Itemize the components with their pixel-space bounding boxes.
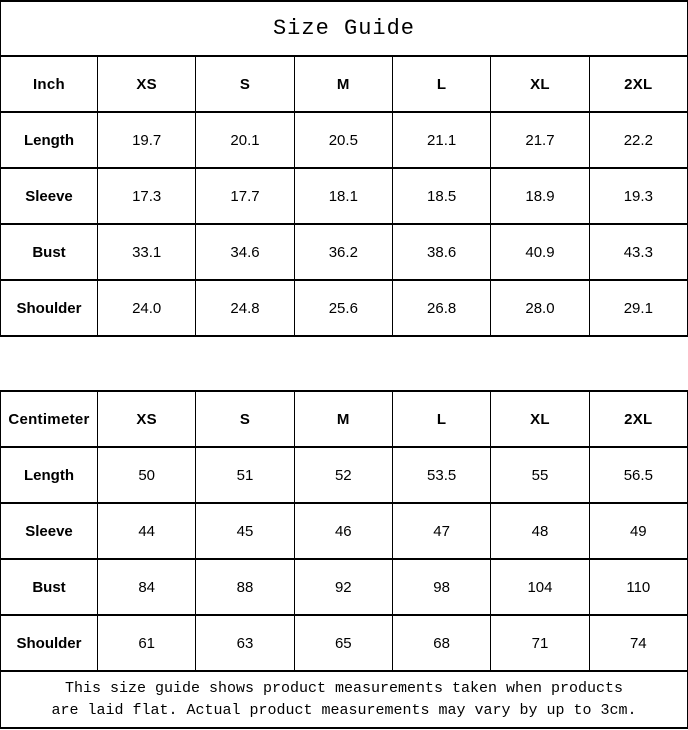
footer-cell: This size guide shows product measuremen…	[0, 670, 688, 729]
column-header-l: L	[391, 390, 492, 448]
column-header-s: S	[195, 390, 295, 448]
row-label-cell: Length	[0, 446, 98, 504]
column-header-m: M	[293, 390, 393, 448]
size-value-cell: 48	[490, 502, 590, 560]
footer-row: This size guide shows product measuremen…	[0, 670, 688, 729]
table-row-bust: Bust 33.1 34.6 36.2 38.6 40.9 43.3	[0, 223, 688, 281]
column-header-2xl: 2XL	[588, 390, 688, 448]
size-value-cell: 21.1	[391, 111, 492, 169]
size-value-cell: 52	[293, 446, 393, 504]
size-value-cell: 28.0	[490, 279, 590, 337]
row-label-cell: Shoulder	[0, 614, 98, 672]
size-value-cell: 36.2	[293, 223, 393, 281]
column-header-xs: XS	[96, 55, 197, 113]
inch-header-row: Inch XS S M L XL 2XL	[0, 55, 688, 113]
title-row: Size Guide	[0, 0, 688, 57]
size-value-cell: 20.5	[293, 111, 393, 169]
footer-note: This size guide shows product measuremen…	[51, 679, 637, 719]
table-gap	[0, 337, 688, 390]
centimeter-size-table: Centimeter XS S M L XL 2XL Length 50 51 …	[0, 390, 688, 729]
row-label-cell: Sleeve	[0, 167, 98, 225]
size-value-cell: 20.1	[195, 111, 295, 169]
size-value-cell: 24.8	[195, 279, 295, 337]
size-value-cell: 49	[588, 502, 688, 560]
size-value-cell: 18.1	[293, 167, 393, 225]
size-value-cell: 51	[195, 446, 295, 504]
unit-header-cell: Inch	[0, 55, 98, 113]
size-value-cell: 46	[293, 502, 393, 560]
size-value-cell: 68	[391, 614, 492, 672]
size-value-cell: 19.3	[588, 167, 688, 225]
table-row-sleeve: Sleeve 17.3 17.7 18.1 18.5 18.9 19.3	[0, 167, 688, 225]
size-value-cell: 40.9	[490, 223, 590, 281]
size-value-cell: 110	[588, 558, 688, 616]
unit-header-cell: Centimeter	[0, 390, 98, 448]
size-value-cell: 34.6	[195, 223, 295, 281]
size-value-cell: 74	[588, 614, 688, 672]
size-value-cell: 22.2	[588, 111, 688, 169]
size-value-cell: 98	[391, 558, 492, 616]
table-row-sleeve: Sleeve 44 45 46 47 48 49	[0, 502, 688, 560]
column-header-2xl: 2XL	[588, 55, 688, 113]
row-label-cell: Bust	[0, 558, 98, 616]
size-value-cell: 21.7	[490, 111, 590, 169]
size-value-cell: 84	[96, 558, 197, 616]
inch-size-table: Size Guide Inch XS S M L XL 2XL Length 1…	[0, 0, 688, 337]
table-row-length: Length 50 51 52 53.5 55 56.5	[0, 446, 688, 504]
table-row-shoulder: Shoulder 61 63 65 68 71 74	[0, 614, 688, 672]
size-value-cell: 88	[195, 558, 295, 616]
size-value-cell: 26.8	[391, 279, 492, 337]
size-value-cell: 18.5	[391, 167, 492, 225]
size-value-cell: 71	[490, 614, 590, 672]
table-row-length: Length 19.7 20.1 20.5 21.1 21.7 22.2	[0, 111, 688, 169]
page-title: Size Guide	[0, 0, 688, 57]
size-value-cell: 45	[195, 502, 295, 560]
row-label-cell: Sleeve	[0, 502, 98, 560]
row-label-cell: Shoulder	[0, 279, 98, 337]
row-label-cell: Length	[0, 111, 98, 169]
column-header-s: S	[195, 55, 295, 113]
size-value-cell: 24.0	[96, 279, 197, 337]
column-header-m: M	[293, 55, 393, 113]
size-value-cell: 19.7	[96, 111, 197, 169]
size-value-cell: 104	[490, 558, 590, 616]
size-value-cell: 47	[391, 502, 492, 560]
size-value-cell: 43.3	[588, 223, 688, 281]
size-value-cell: 63	[195, 614, 295, 672]
size-value-cell: 50	[96, 446, 197, 504]
size-value-cell: 18.9	[490, 167, 590, 225]
size-value-cell: 33.1	[96, 223, 197, 281]
size-value-cell: 92	[293, 558, 393, 616]
size-value-cell: 65	[293, 614, 393, 672]
centimeter-header-row: Centimeter XS S M L XL 2XL	[0, 390, 688, 448]
size-value-cell: 53.5	[391, 446, 492, 504]
column-header-l: L	[391, 55, 492, 113]
size-value-cell: 17.7	[195, 167, 295, 225]
table-row-shoulder: Shoulder 24.0 24.8 25.6 26.8 28.0 29.1	[0, 279, 688, 337]
column-header-xl: XL	[490, 390, 590, 448]
size-value-cell: 17.3	[96, 167, 197, 225]
row-label-cell: Bust	[0, 223, 98, 281]
table-row-bust: Bust 84 88 92 98 104 110	[0, 558, 688, 616]
size-value-cell: 25.6	[293, 279, 393, 337]
size-value-cell: 61	[96, 614, 197, 672]
size-value-cell: 44	[96, 502, 197, 560]
size-value-cell: 38.6	[391, 223, 492, 281]
size-value-cell: 56.5	[588, 446, 688, 504]
size-value-cell: 55	[490, 446, 590, 504]
column-header-xs: XS	[96, 390, 197, 448]
size-value-cell: 29.1	[588, 279, 688, 337]
column-header-xl: XL	[490, 55, 590, 113]
